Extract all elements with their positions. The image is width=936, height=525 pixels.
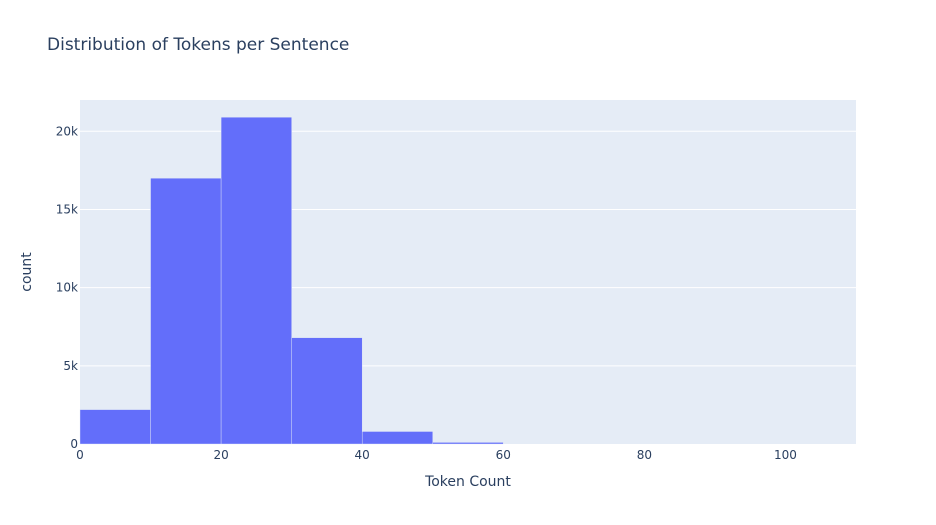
histogram-bar-1 <box>150 177 222 445</box>
y-tick-label-3: 15k <box>56 202 78 216</box>
y-tick-label-1: 5k <box>63 359 78 373</box>
bars <box>79 116 504 445</box>
y-axis-ticks: 0 5k 10k 15k 20k <box>56 124 78 451</box>
x-axis-title: Token Count <box>424 474 511 490</box>
x-tick-label-1: 20 <box>213 448 228 462</box>
histogram-bar-0 <box>79 409 151 445</box>
x-tick-label-3: 60 <box>496 448 511 462</box>
y-tick-label-4: 20k <box>56 124 78 138</box>
y-tick-label-0: 0 <box>70 437 78 451</box>
histogram-bar-5 <box>432 442 504 445</box>
y-tick-label-2: 10k <box>56 281 78 295</box>
x-tick-label-5: 100 <box>774 448 797 462</box>
histogram-bar-3 <box>291 337 363 445</box>
x-tick-label-2: 40 <box>355 448 370 462</box>
histogram-bar-2 <box>220 116 292 445</box>
y-axis-title: count <box>19 252 35 292</box>
histogram-bar-4 <box>361 431 433 445</box>
x-tick-label-0: 0 <box>76 448 84 462</box>
x-tick-label-4: 80 <box>637 448 652 462</box>
x-axis-ticks: 0 20 40 60 80 100 <box>76 448 797 462</box>
chart-title: Distribution of Tokens per Sentence <box>47 35 349 55</box>
